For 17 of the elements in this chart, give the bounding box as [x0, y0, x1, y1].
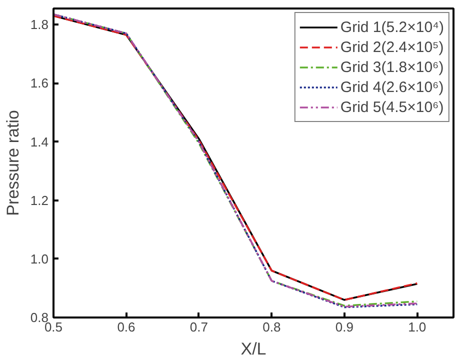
- y-tick-label: 1.2: [30, 192, 49, 208]
- y-tick-label: 1.8: [30, 17, 49, 32]
- y-axis-title: Pressure ratio: [3, 110, 22, 216]
- legend-label: Grid 1(5.2×10⁴): [340, 18, 444, 36]
- legend-label: Grid 3(1.8×10⁶): [340, 58, 444, 76]
- x-tick-label: 0.6: [117, 320, 136, 334]
- legend-label: Grid 5(4.5×10⁶): [340, 98, 444, 116]
- x-tick-label: 0.7: [190, 320, 208, 334]
- y-tick-label: 1.6: [30, 76, 49, 91]
- legend-label: Grid 4(2.6×10⁶): [340, 78, 444, 96]
- legend-label: Grid 2(2.4×10⁵): [340, 38, 444, 56]
- y-tick-label: 1.4: [30, 134, 49, 150]
- x-tick-label: 1.0: [408, 320, 426, 334]
- x-tick-label: 0.9: [335, 320, 354, 334]
- x-axis-title: X/L: [240, 340, 266, 358]
- y-tick-label: 1.0: [30, 251, 49, 266]
- x-tick-label: 0.8: [262, 320, 281, 334]
